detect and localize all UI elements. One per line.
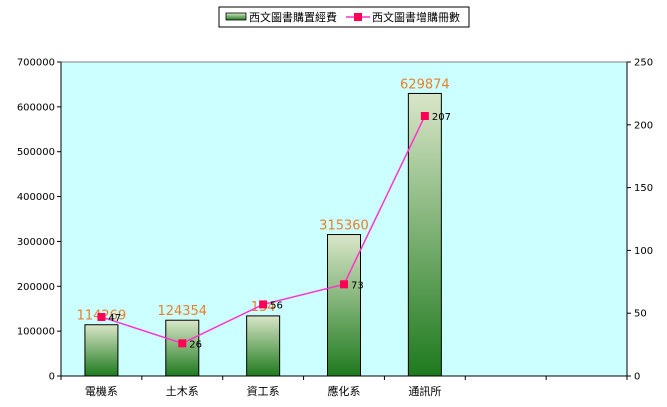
bar — [327, 234, 361, 377]
y-right-tick-label: 50 — [634, 309, 647, 320]
line-point-marker — [97, 312, 106, 321]
y-right-tick-label: 250 — [634, 58, 653, 69]
line-point-marker — [259, 300, 268, 309]
y-left-tick-label: 300000 — [17, 237, 55, 248]
category-label: 應化系 — [328, 384, 361, 398]
line-point-label: 56 — [270, 300, 283, 311]
y-right-tick-label: 200 — [634, 120, 653, 131]
y-right-tick-label: 100 — [634, 246, 653, 257]
line-point-marker — [420, 112, 429, 121]
bar-value-label: 315360 — [319, 219, 369, 234]
line-point-marker — [340, 280, 348, 289]
legend-label-bar: 西文圖書購置經費 — [249, 10, 337, 24]
line-point-marker — [178, 339, 187, 348]
y-right-tick-label: 150 — [634, 183, 653, 194]
line-point-label: 47 — [108, 313, 121, 324]
y-left-tick-label: 600000 — [17, 102, 55, 113]
category-label: 土木系 — [166, 385, 199, 398]
y-left-tick-label: 200000 — [17, 282, 55, 293]
bar — [165, 319, 200, 377]
bar — [84, 324, 119, 377]
legend-box — [218, 6, 470, 28]
category-label: 資工系 — [247, 385, 280, 398]
y-left-tick-label: 100000 — [17, 327, 55, 338]
category-label: 通訊所 — [408, 384, 441, 398]
legend-swatch-bar — [225, 12, 247, 21]
line-point-label: 73 — [351, 280, 364, 291]
bar — [246, 315, 281, 377]
bar-value-label: 124354 — [157, 304, 207, 319]
legend-swatch-marker — [354, 13, 362, 21]
category-label: 電機系 — [85, 384, 118, 398]
bar — [407, 92, 442, 377]
legend: 西文圖書購置經費 西文圖書增購冊數 — [218, 6, 470, 28]
bar-value-label: 629874 — [400, 77, 450, 92]
line-point-label: 207 — [432, 112, 451, 123]
y-left-tick-label: 400000 — [17, 192, 55, 203]
line-point-label: 26 — [189, 339, 202, 350]
y-left-tick-label: 500000 — [17, 147, 55, 158]
legend-label-line: 西文圖書增購冊數 — [372, 10, 460, 24]
y-left-tick-label: 700000 — [17, 58, 55, 69]
y-right-tick-label: 0 — [634, 372, 640, 383]
y-left-tick-label: 0 — [49, 372, 55, 383]
